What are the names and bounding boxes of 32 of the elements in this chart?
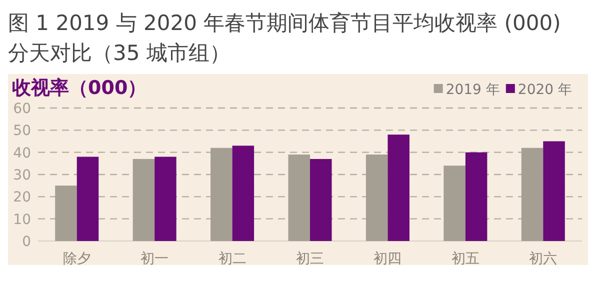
legend-label: 2019 年 <box>446 82 500 98</box>
bar <box>366 154 388 241</box>
bar <box>76 156 99 241</box>
bar <box>444 166 466 241</box>
chart-title: 图 1 2019 与 2020 年春节期间体育节目平均收视率 (000) 分天对比（35 城市组） <box>8 11 568 65</box>
bar <box>154 156 176 241</box>
bar <box>55 186 77 241</box>
x-tick-label: 初四 <box>374 251 402 267</box>
y-tick-label: 50 <box>13 123 31 140</box>
y-tick-label: 40 <box>13 145 31 162</box>
bar <box>310 158 332 241</box>
y-tick-label: 20 <box>13 190 31 206</box>
x-tick-label: 初一 <box>140 251 169 267</box>
y-tick-label: 60 <box>13 101 31 117</box>
x-tick-label: 初五 <box>451 251 480 267</box>
bar <box>388 134 410 241</box>
x-tick-label: 初三 <box>296 251 324 267</box>
x-tick-label: 初六 <box>529 251 558 267</box>
bar <box>232 146 254 241</box>
y-axis-title: 收视率（000） <box>12 77 147 99</box>
bar <box>288 154 310 241</box>
y-tick-label: 0 <box>22 234 31 250</box>
y-tick-label: 10 <box>13 212 31 228</box>
y-tick-label: 30 <box>13 168 31 184</box>
bar <box>543 141 565 241</box>
bar <box>132 158 155 241</box>
x-tick-label: 除夕 <box>62 251 91 267</box>
bar <box>210 148 232 241</box>
x-tick-label: 初二 <box>218 251 246 267</box>
bar <box>521 148 544 241</box>
bar <box>465 152 488 241</box>
legend-label: 2020 年 <box>518 82 572 98</box>
